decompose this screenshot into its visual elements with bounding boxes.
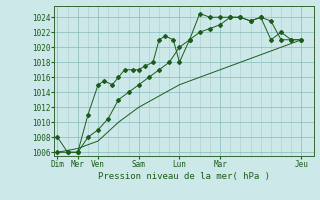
- X-axis label: Pression niveau de la mer( hPa ): Pression niveau de la mer( hPa ): [98, 172, 270, 181]
